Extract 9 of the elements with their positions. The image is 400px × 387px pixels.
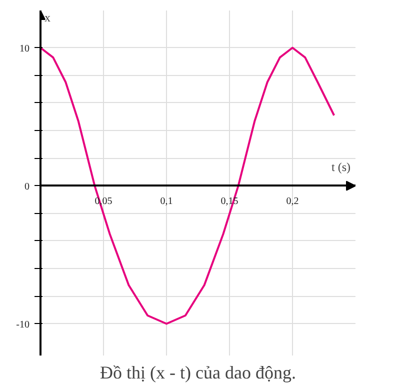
x-tick-label: 0,1 xyxy=(160,196,173,207)
text: Đồ thị (x - t) của dao động. xyxy=(100,362,296,382)
y-axis-title: x xyxy=(44,10,50,24)
line-series xyxy=(40,46,336,325)
y-tick-label: 10 xyxy=(20,43,30,54)
x-axis-title: t (s) xyxy=(332,160,351,174)
y-tick-label: -10 xyxy=(16,319,30,330)
x-tick-label: 0,2 xyxy=(286,196,299,207)
y-tick-label: 0 xyxy=(24,181,30,192)
